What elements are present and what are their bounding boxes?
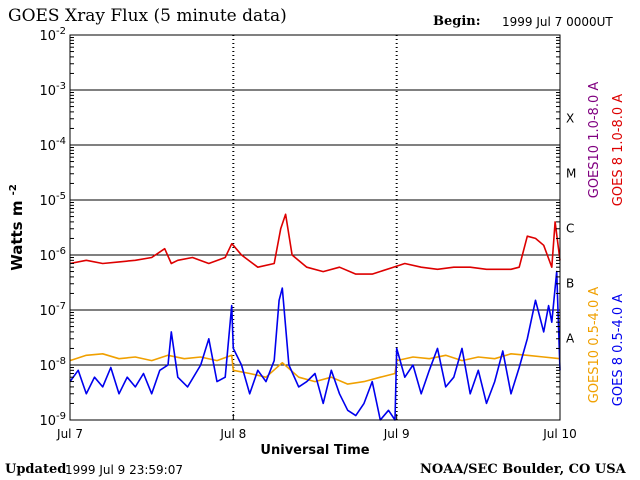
y-tick-label: 10-5 bbox=[39, 191, 66, 209]
x-tick-label: Jul 8 bbox=[219, 427, 246, 441]
credit-text: NOAA/SEC Boulder, CO USA bbox=[420, 462, 626, 477]
x-tick-label: Jul 9 bbox=[383, 427, 410, 441]
x-tick-label: Jul 7 bbox=[56, 427, 83, 441]
flare-class-label: B bbox=[566, 277, 574, 291]
legend-entry: GOES10 0.5-4.0 A bbox=[587, 287, 602, 404]
y-tick-label: 10-6 bbox=[39, 246, 66, 264]
x-tick-label: Jul 10 bbox=[542, 427, 577, 441]
begin-value: 1999 Jul 7 0000UT bbox=[502, 15, 613, 29]
flare-class-label: X bbox=[566, 112, 574, 126]
flare-class-label: A bbox=[566, 332, 575, 346]
series-line bbox=[69, 213, 561, 275]
x-axis-label: Universal Time bbox=[260, 443, 369, 458]
flare-class-label: M bbox=[566, 167, 576, 181]
series-line bbox=[69, 352, 561, 385]
axis-layer bbox=[69, 34, 561, 421]
flare-class-label: C bbox=[566, 222, 574, 236]
legend-entry: GOES 8 0.5-4.0 A bbox=[611, 294, 626, 406]
series-layer bbox=[69, 213, 561, 421]
updated-label: Updated bbox=[5, 462, 67, 477]
updated-value: 1999 Jul 9 23:59:07 bbox=[65, 463, 183, 477]
series-line bbox=[69, 270, 561, 421]
y-tick-label: 10-3 bbox=[39, 81, 66, 99]
y-tick-label: 10-4 bbox=[39, 136, 66, 154]
begin-label: Begin: bbox=[433, 14, 481, 29]
y-tick-label: 10-9 bbox=[39, 411, 66, 429]
chart-title: GOES Xray Flux (5 minute data) bbox=[8, 6, 287, 26]
grid-lines bbox=[70, 35, 560, 420]
legend-entry: GOES10 1.0-8.0 A bbox=[587, 82, 602, 199]
y-tick-label: 10-2 bbox=[39, 26, 66, 44]
plot-frame bbox=[69, 34, 561, 421]
y-tick-label: 10-8 bbox=[39, 356, 66, 374]
y-axis-label: Watts m -2 bbox=[8, 184, 26, 271]
legend-entry: GOES 8 1.0-8.0 A bbox=[611, 94, 626, 206]
y-tick-label: 10-7 bbox=[39, 301, 66, 319]
